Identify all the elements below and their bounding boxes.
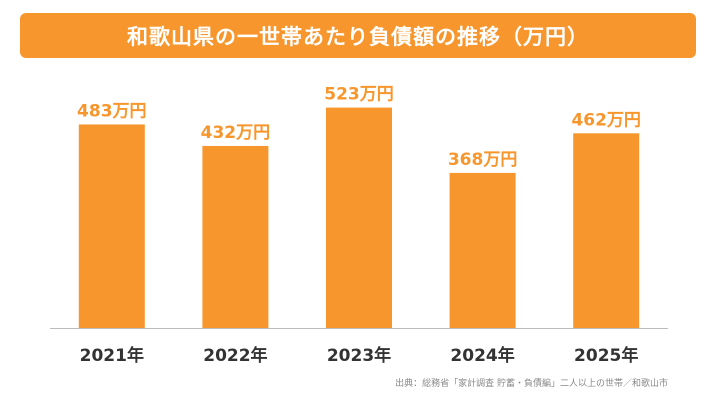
bar-2025年 — [573, 133, 640, 328]
value-label: 523万円 — [324, 85, 394, 105]
title-banner: 和歌山県の一世帯あたり負債額の推移（万円） — [20, 13, 696, 58]
value-label: 432万円 — [201, 123, 271, 143]
source-note: 出典：総務省「家計調査 貯蓄・負債編」二人以上の世帯／和歌山市 — [395, 379, 668, 389]
x-tick-label: 2025年 — [574, 345, 638, 366]
x-tick-label: 2021年 — [80, 345, 144, 366]
bar-2023年 — [326, 107, 392, 328]
chart-title: 和歌山県の一世帯あたり負債額の推移（万円） — [127, 24, 589, 49]
bar-2022年 — [202, 145, 269, 328]
x-tick-label: 2024年 — [450, 345, 514, 366]
value-label: 483万円 — [77, 101, 147, 121]
value-label: 462万円 — [571, 110, 641, 130]
x-tick-label: 2023年 — [327, 345, 391, 366]
x-tick-label: 2022年 — [203, 345, 267, 366]
bar-2024年 — [449, 172, 516, 328]
value-label: 368万円 — [448, 150, 518, 170]
bar-2021年 — [78, 124, 145, 328]
